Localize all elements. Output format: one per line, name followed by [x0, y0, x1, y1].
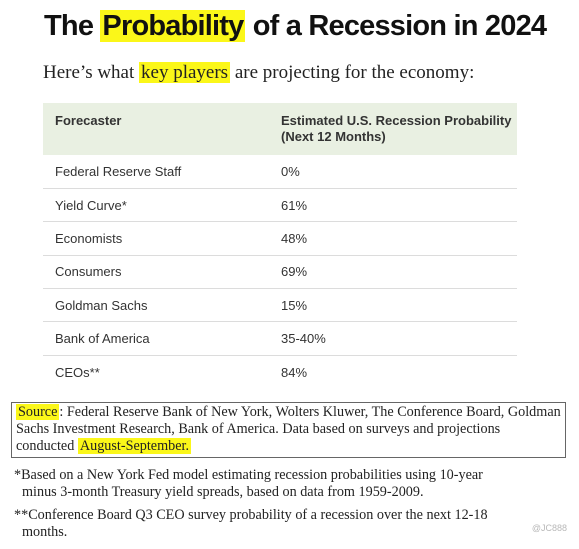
table-row: Federal Reserve Staff 0%	[43, 155, 517, 189]
forecaster-cell: Goldman Sachs	[43, 288, 269, 323]
footnote-yield-curve: *Based on a New York Fed model estimatin…	[14, 467, 564, 501]
source-text: : Federal Reserve Bank of New York, Wolt…	[16, 404, 561, 454]
page-title: The Probability of a Recession in 2024	[44, 10, 547, 43]
probability-cell: 84%	[281, 364, 308, 380]
table-row: CEOs** 84%	[43, 355, 517, 388]
source-box: Source: Federal Reserve Bank of New York…	[11, 402, 566, 458]
source-label: Source	[16, 404, 60, 420]
probability-cell: 15%	[269, 288, 517, 323]
forecaster-cell: Federal Reserve Staff	[43, 155, 269, 189]
table-row: Consumers 69%	[43, 255, 517, 290]
column-header-forecaster: Forecaster	[43, 103, 269, 155]
footnote-ceo: **Conference Board Q3 CEO survey probabi…	[14, 507, 564, 541]
watermark: @JC888	[531, 523, 567, 533]
title-highlight: Probability	[100, 10, 246, 42]
forecaster-cell: Consumers	[43, 255, 269, 290]
forecaster-cell: CEOs**	[55, 364, 100, 380]
table-header-row: Forecaster Estimated U.S. Recession Prob…	[43, 103, 517, 155]
table-row: Goldman Sachs 15%	[43, 288, 517, 323]
subtitle: Here’s what key players are projecting f…	[43, 62, 474, 84]
forecaster-cell: Economists	[43, 221, 269, 256]
probability-cell: 61%	[269, 188, 517, 223]
subtitle-text-end: are projecting for the economy:	[230, 62, 475, 83]
footnote-line: minus 3-month Treasury yield spreads, ba…	[22, 484, 424, 500]
footnote-line: *Based on a New York Fed model estimatin…	[14, 467, 483, 483]
source-highlight: August-September.	[77, 438, 192, 454]
table-row: Yield Curve* 61%	[43, 188, 517, 223]
title-text-start: The	[44, 10, 101, 42]
subtitle-highlight: key players	[139, 62, 231, 83]
footnote-line: **Conference Board Q3 CEO survey probabi…	[14, 507, 488, 523]
forecaster-cell: Bank of America	[43, 321, 269, 356]
probability-cell: 48%	[269, 221, 517, 256]
table-row: Economists 48%	[43, 221, 517, 256]
probability-cell: 0%	[269, 155, 517, 189]
forecaster-cell: Yield Curve*	[43, 188, 269, 223]
probability-cell: 69%	[269, 255, 517, 290]
subtitle-text-start: Here’s what	[43, 62, 140, 83]
table-row: Bank of America 35-40%	[43, 321, 517, 356]
forecast-table: Forecaster Estimated U.S. Recession Prob…	[43, 103, 517, 389]
title-text-end: of a Recession in 2024	[245, 10, 547, 42]
column-header-probability: Estimated U.S. Recession Probability (Ne…	[269, 103, 517, 155]
probability-cell: 35-40%	[269, 321, 517, 356]
footnote-line: months.	[22, 524, 68, 540]
